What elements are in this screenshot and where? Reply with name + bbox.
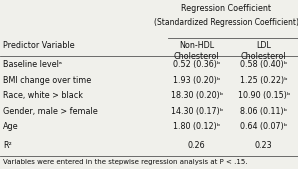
Text: 0.52 (0.36)ᵇ: 0.52 (0.36)ᵇ: [173, 60, 220, 69]
Text: 1.80 (0.12)ᵇ: 1.80 (0.12)ᵇ: [173, 122, 220, 131]
Text: Predictor Variable: Predictor Variable: [3, 41, 74, 50]
Text: (Standardized Regression Coefficient): (Standardized Regression Coefficient): [154, 18, 298, 27]
Text: 0.23: 0.23: [255, 141, 273, 150]
Text: LDL
Cholesterol: LDL Cholesterol: [241, 41, 287, 61]
Text: 1.25 (0.22)ᵇ: 1.25 (0.22)ᵇ: [240, 76, 288, 84]
Text: 1.93 (0.20)ᵇ: 1.93 (0.20)ᵇ: [173, 76, 220, 84]
Text: 14.30 (0.17)ᵇ: 14.30 (0.17)ᵇ: [170, 107, 223, 116]
Text: 0.58 (0.40)ᵇ: 0.58 (0.40)ᵇ: [240, 60, 287, 69]
Text: 0.64 (0.07)ᵇ: 0.64 (0.07)ᵇ: [240, 122, 287, 131]
Text: 8.06 (0.11)ᵇ: 8.06 (0.11)ᵇ: [240, 107, 287, 116]
Text: Age: Age: [3, 122, 18, 131]
Text: Gender, male > female: Gender, male > female: [3, 107, 98, 116]
Text: Non-HDL
Cholesterol: Non-HDL Cholesterol: [174, 41, 220, 61]
Text: Baseline levelᵃ: Baseline levelᵃ: [3, 60, 62, 69]
Text: BMI change over time: BMI change over time: [3, 76, 91, 84]
Text: R²: R²: [3, 141, 12, 150]
Text: Regression Coefficient: Regression Coefficient: [181, 4, 271, 13]
Text: Variables were entered in the stepwise regression analysis at P < .15.: Variables were entered in the stepwise r…: [3, 159, 247, 165]
Text: 10.90 (0.15)ᵇ: 10.90 (0.15)ᵇ: [238, 91, 290, 100]
Text: 18.30 (0.20)ᵇ: 18.30 (0.20)ᵇ: [170, 91, 223, 100]
Text: 0.26: 0.26: [188, 141, 206, 150]
Text: Race, white > black: Race, white > black: [3, 91, 83, 100]
